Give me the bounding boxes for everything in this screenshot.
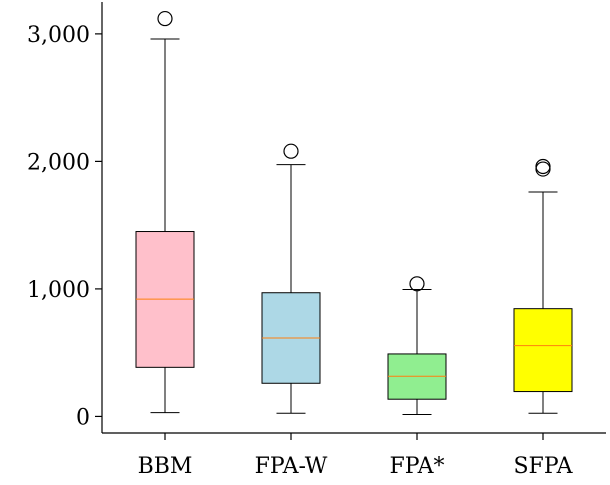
x-tick-label: BBM [138, 454, 193, 479]
x-tick-label: FPA-W [255, 454, 328, 479]
boxes [135, 10, 573, 416]
y-tick-label: 0 [76, 405, 90, 430]
iqr-box [513, 308, 573, 393]
box-fpa- [387, 276, 447, 416]
y-axis: 0 1,000 2,000 3,000 [27, 23, 102, 430]
box-bbm [135, 10, 195, 414]
plot-frame [101, 2, 606, 434]
x-axis: BBM FPA-W FPA* SFPA [138, 433, 574, 479]
box-sfpa [513, 158, 573, 414]
x-tick-label: FPA* [390, 454, 445, 479]
y-tick-label: 3,000 [27, 23, 90, 48]
outlier-point [409, 276, 425, 292]
y-tick-label: 2,000 [27, 150, 90, 175]
x-tick-label: SFPA [513, 454, 573, 479]
box-fpa-w [261, 143, 321, 414]
y-tick-label: 1,000 [27, 278, 90, 303]
outlier-point [535, 158, 551, 175]
outlier-point [157, 10, 173, 27]
outlier-point [283, 143, 299, 159]
